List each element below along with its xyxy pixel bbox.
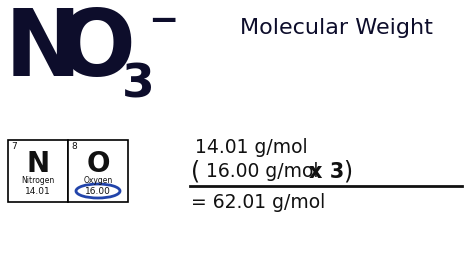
Text: x 3: x 3 <box>309 162 344 182</box>
Text: Oxygen: Oxygen <box>83 176 113 185</box>
Text: 3: 3 <box>122 62 155 107</box>
Text: −: − <box>148 4 178 38</box>
Text: Nitrogen: Nitrogen <box>21 176 55 185</box>
Text: 7: 7 <box>11 142 17 151</box>
Text: ): ) <box>343 160 352 184</box>
Text: 16.00: 16.00 <box>85 187 111 196</box>
Bar <box>8 140 68 202</box>
Text: (: ( <box>191 160 200 184</box>
Text: N: N <box>5 5 82 95</box>
Text: 14.01: 14.01 <box>25 187 51 196</box>
Text: O: O <box>86 150 110 178</box>
Text: Molecular Weight: Molecular Weight <box>240 18 433 38</box>
Text: 8: 8 <box>71 142 77 151</box>
Text: 14.01 g/mol: 14.01 g/mol <box>195 138 308 157</box>
Text: N: N <box>27 150 50 178</box>
Bar <box>68 140 128 202</box>
Text: 16.00 g/mol: 16.00 g/mol <box>206 162 319 181</box>
Text: = 62.01 g/mol: = 62.01 g/mol <box>191 193 325 212</box>
Text: O: O <box>58 5 136 95</box>
